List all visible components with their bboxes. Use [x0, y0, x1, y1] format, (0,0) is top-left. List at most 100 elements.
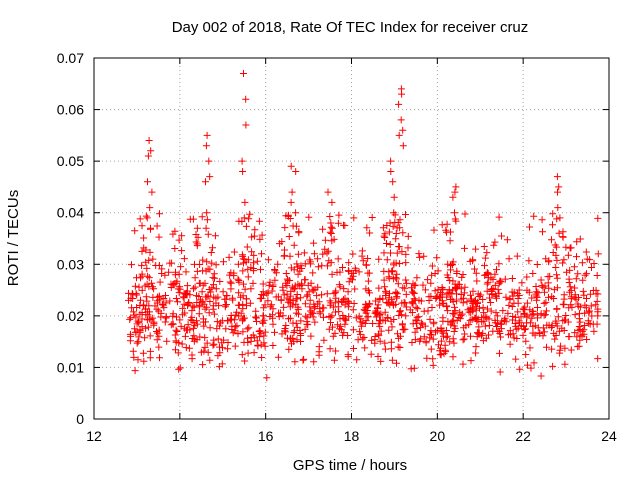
data-point — [234, 260, 242, 268]
data-point — [345, 259, 353, 267]
data-point — [324, 188, 332, 196]
data-point — [487, 299, 495, 306]
data-point — [514, 308, 522, 316]
data-point — [214, 335, 222, 343]
data-point — [249, 279, 257, 287]
data-point — [390, 209, 398, 217]
data-point — [553, 215, 561, 223]
data-point — [243, 302, 250, 310]
data-point — [431, 287, 439, 295]
data-point — [148, 188, 156, 196]
data-point — [177, 263, 185, 271]
data-point — [131, 282, 139, 290]
data-point — [457, 295, 465, 303]
data-point — [325, 257, 333, 265]
data-point — [557, 342, 565, 350]
data-point — [594, 214, 602, 222]
data-point — [387, 338, 395, 346]
data-point — [235, 289, 243, 297]
data-point — [548, 236, 555, 244]
data-point — [379, 316, 387, 324]
data-point — [481, 262, 488, 270]
data-point — [390, 261, 398, 269]
data-point — [522, 351, 530, 358]
data-point — [387, 249, 394, 257]
data-point — [426, 315, 434, 323]
data-point — [397, 332, 404, 340]
data-point — [396, 216, 404, 224]
data-point — [532, 290, 540, 298]
data-point — [450, 328, 458, 335]
data-point — [351, 285, 359, 293]
data-point — [341, 222, 349, 229]
data-point — [188, 351, 196, 359]
data-point — [429, 355, 437, 363]
data-point — [340, 296, 347, 304]
data-point — [315, 298, 323, 306]
data-point — [271, 328, 278, 336]
data-point — [327, 223, 335, 231]
data-point — [422, 337, 430, 345]
data-point — [594, 250, 602, 258]
data-point — [152, 262, 160, 269]
data-point — [544, 273, 552, 281]
data-point — [574, 270, 582, 278]
data-point — [590, 327, 598, 335]
data-point — [555, 183, 563, 191]
data-point — [319, 304, 327, 312]
data-point — [499, 307, 507, 315]
data-point — [294, 270, 302, 278]
data-point — [437, 351, 445, 359]
data-point — [353, 356, 361, 364]
data-point — [130, 353, 138, 361]
data-point — [176, 364, 184, 372]
data-point — [559, 300, 567, 308]
data-point — [242, 222, 250, 230]
data-point — [541, 311, 549, 319]
data-point — [244, 273, 252, 281]
data-point — [328, 224, 336, 232]
data-point — [509, 292, 517, 300]
data-point — [259, 319, 267, 327]
data-point — [237, 309, 245, 317]
data-point — [130, 308, 137, 316]
data-point — [472, 343, 480, 351]
data-point — [447, 228, 454, 236]
data-point — [279, 312, 287, 320]
data-point — [161, 271, 169, 279]
data-point — [145, 137, 153, 144]
data-point — [381, 339, 389, 347]
data-point — [381, 308, 389, 316]
data-point — [234, 275, 242, 283]
data-point — [523, 299, 531, 307]
data-point — [450, 310, 458, 318]
data-point — [425, 293, 433, 301]
data-point — [449, 193, 457, 201]
data-point — [314, 255, 322, 263]
data-point — [521, 326, 529, 334]
data-point — [585, 319, 593, 327]
data-point — [233, 308, 241, 316]
data-point — [171, 245, 179, 252]
data-point — [169, 320, 177, 328]
data-point — [228, 315, 235, 323]
data-point — [360, 334, 368, 341]
data-point — [561, 344, 569, 352]
data-point — [324, 247, 332, 255]
data-point — [561, 360, 569, 368]
data-point — [126, 315, 134, 323]
data-point — [134, 338, 142, 346]
data-point — [181, 324, 189, 332]
data-point — [468, 304, 476, 312]
data-point — [382, 287, 389, 295]
data-point — [326, 228, 334, 236]
data-point — [155, 307, 163, 315]
data-point — [278, 238, 286, 246]
data-point — [359, 335, 367, 343]
data-point — [320, 313, 327, 321]
data-point — [484, 278, 492, 286]
data-point — [292, 319, 300, 327]
data-point — [565, 275, 573, 283]
data-point — [553, 274, 561, 282]
data-point — [398, 248, 406, 256]
